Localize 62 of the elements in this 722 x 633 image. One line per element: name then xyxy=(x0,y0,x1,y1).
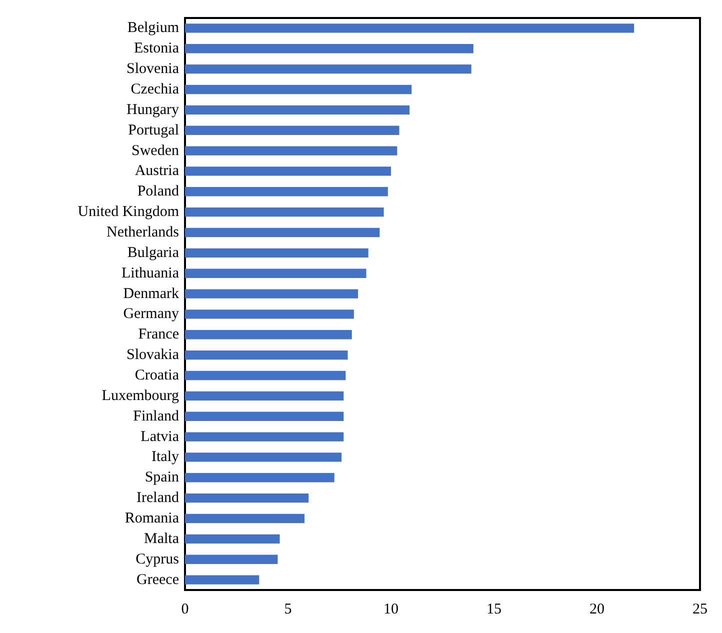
y-tick-label: Italy xyxy=(152,449,180,466)
bar xyxy=(185,126,400,135)
y-tick-label: Romania xyxy=(124,510,180,526)
bar xyxy=(185,166,391,176)
y-tick-label: Belgium xyxy=(127,20,180,36)
y-tick-label: Denmark xyxy=(123,286,180,302)
y-tick-label: Germany xyxy=(123,306,180,322)
bar xyxy=(185,350,348,360)
y-tick-label: Hungary xyxy=(126,102,180,118)
y-tick-label: Croatia xyxy=(134,368,180,384)
y-tick-label: Spain xyxy=(144,470,180,486)
bar xyxy=(185,554,278,564)
bar xyxy=(185,575,260,584)
y-tick-label: Estonia xyxy=(134,40,180,57)
bar xyxy=(185,84,412,94)
y-tick-label: Greece xyxy=(136,572,180,588)
y-tick-label: Latvia xyxy=(140,428,180,445)
bar xyxy=(185,412,344,421)
bar xyxy=(185,24,634,33)
bar xyxy=(185,310,354,319)
x-tick-label: 15 xyxy=(486,602,502,618)
y-tick-label: Netherlands xyxy=(106,224,180,240)
y-tick-label: Sweden xyxy=(132,142,180,159)
y-tick-label: Cyprus xyxy=(136,551,180,568)
bar xyxy=(185,391,344,401)
y-tick-label: United Kingdom xyxy=(78,204,180,220)
bar xyxy=(185,473,334,482)
bar xyxy=(185,187,388,196)
bar xyxy=(185,146,398,156)
bar xyxy=(185,534,280,544)
bar xyxy=(185,289,358,298)
y-tick-label: Austria xyxy=(134,163,180,180)
y-tick-label: Luxembourg xyxy=(102,388,180,404)
x-tick-label: 20 xyxy=(590,602,604,618)
y-tick-label: France xyxy=(138,326,180,343)
x-tick-label: 25 xyxy=(692,602,708,618)
bar xyxy=(185,432,344,442)
bar xyxy=(185,105,410,115)
y-tick-label: Bulgaria xyxy=(127,244,180,261)
bar xyxy=(185,44,474,54)
bar xyxy=(185,268,366,278)
y-tick-label: Malta xyxy=(144,530,180,547)
x-tick-label: 5 xyxy=(284,602,292,618)
y-tick-label: Finland xyxy=(133,408,180,424)
bar xyxy=(185,207,384,217)
bar xyxy=(185,514,304,524)
y-tick-label: Ireland xyxy=(136,490,180,506)
bar xyxy=(185,493,309,503)
y-tick-label: Poland xyxy=(137,184,180,200)
bar xyxy=(185,64,472,74)
x-tick-label: 10 xyxy=(384,602,398,618)
y-tick-label: Lithuania xyxy=(122,265,180,282)
bar xyxy=(185,452,342,462)
y-tick-label: Slovenia xyxy=(126,61,180,78)
bar xyxy=(185,330,352,340)
y-tick-label: Czechia xyxy=(130,82,180,98)
y-tick-label: Slovakia xyxy=(126,347,180,364)
bar xyxy=(185,370,346,380)
y-tick-label: Portugal xyxy=(128,122,179,138)
bar xyxy=(185,228,380,238)
x-tick-label: 0 xyxy=(181,602,189,618)
bar xyxy=(185,248,368,258)
